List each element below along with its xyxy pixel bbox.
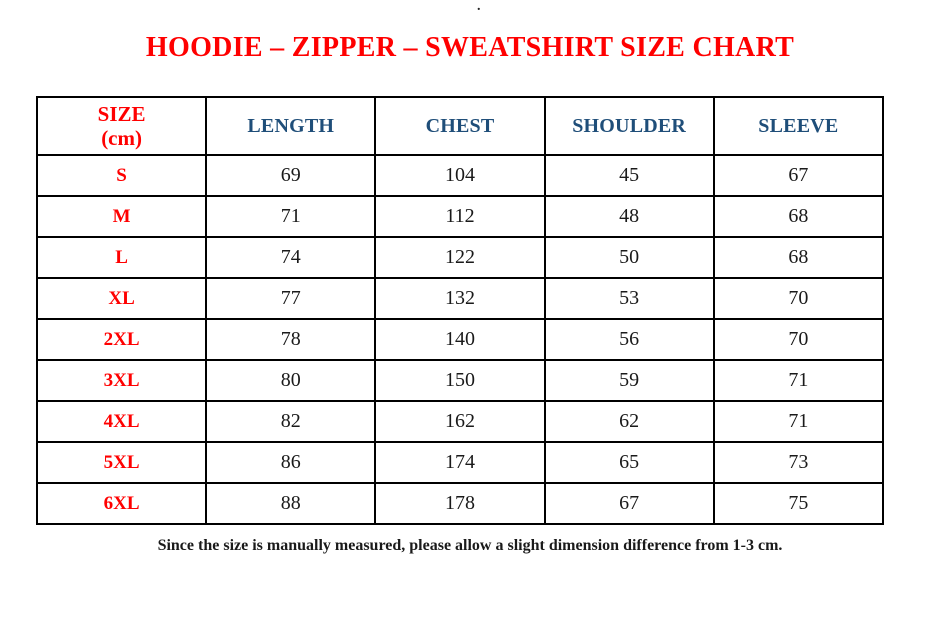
table-row: 5XL 86 174 65 73 <box>35 441 885 484</box>
measurement-value: 71 <box>712 400 885 443</box>
stray-dot: . <box>477 0 481 14</box>
measurement-value: 112 <box>374 195 546 238</box>
measurement-value: 45 <box>543 154 715 197</box>
measurement-value: 78 <box>205 318 377 361</box>
chest-column-header: CHEST <box>374 96 546 156</box>
measurement-value: 82 <box>205 400 377 443</box>
size-label: 6XL <box>35 482 208 525</box>
size-label: L <box>35 236 208 279</box>
size-column-header: SIZE (cm) <box>35 96 208 156</box>
table-row: XL 77 132 53 70 <box>35 277 885 320</box>
measurement-disclaimer: Since the size is manually measured, ple… <box>157 537 783 554</box>
page-title: HOODIE – ZIPPER – SWEATSHIRT SIZE CHART <box>145 32 795 63</box>
table-row: 2XL 78 140 56 70 <box>35 318 885 361</box>
size-chart-table: SIZE (cm) LENGTH CHEST SHOULDER SLEEVE S… <box>35 96 885 525</box>
measurement-value: 77 <box>205 277 377 320</box>
measurement-value: 150 <box>374 359 546 402</box>
table-row: S 69 104 45 67 <box>35 154 885 197</box>
measurement-value: 162 <box>374 400 546 443</box>
measurement-value: 178 <box>374 482 546 525</box>
length-column-header: LENGTH <box>205 96 377 156</box>
size-label: 4XL <box>35 400 208 443</box>
sleeve-column-header: SLEEVE <box>712 96 885 156</box>
measurement-value: 132 <box>374 277 546 320</box>
measurement-value: 88 <box>205 482 377 525</box>
measurement-value: 74 <box>205 236 377 279</box>
measurement-value: 69 <box>205 154 377 197</box>
measurement-value: 73 <box>712 441 885 484</box>
measurement-value: 48 <box>543 195 715 238</box>
table-row: 6XL 88 178 67 75 <box>35 482 885 525</box>
size-label: S <box>35 154 208 197</box>
measurement-value: 75 <box>712 482 885 525</box>
measurement-value: 140 <box>374 318 546 361</box>
size-chart-body: S 69 104 45 67 M 71 112 48 68 L 74 122 50 68 XL 77 132 53 7… <box>35 154 885 525</box>
measurement-value: 70 <box>712 277 885 320</box>
size-label: 3XL <box>35 359 208 402</box>
table-row: L 74 122 50 68 <box>35 236 885 279</box>
table-row: M 71 112 48 68 <box>35 195 885 238</box>
measurement-value: 71 <box>205 195 377 238</box>
measurement-value: 59 <box>543 359 715 402</box>
size-label: M <box>35 195 208 238</box>
measurement-value: 70 <box>712 318 885 361</box>
measurement-value: 56 <box>543 318 715 361</box>
measurement-value: 68 <box>712 236 885 279</box>
size-label: 2XL <box>35 318 208 361</box>
measurement-value: 67 <box>543 482 715 525</box>
measurement-value: 62 <box>543 400 715 443</box>
measurement-value: 67 <box>712 154 885 197</box>
measurement-value: 71 <box>712 359 885 402</box>
measurement-value: 86 <box>205 441 377 484</box>
measurement-value: 53 <box>543 277 715 320</box>
size-header-line1: SIZE <box>97 101 146 126</box>
measurement-value: 122 <box>374 236 546 279</box>
measurement-value: 50 <box>543 236 715 279</box>
size-chart-header: SIZE (cm) LENGTH CHEST SHOULDER SLEEVE <box>35 96 885 156</box>
table-row: 3XL 80 150 59 71 <box>35 359 885 402</box>
measurement-value: 80 <box>205 359 377 402</box>
shoulder-column-header: SHOULDER <box>543 96 715 156</box>
size-label: 5XL <box>35 441 208 484</box>
table-row: 4XL 82 162 62 71 <box>35 400 885 443</box>
header-row: SIZE (cm) LENGTH CHEST SHOULDER SLEEVE <box>35 96 885 156</box>
measurement-value: 174 <box>374 441 546 484</box>
measurement-value: 68 <box>712 195 885 238</box>
size-header-line2: (cm) <box>101 126 142 150</box>
measurement-value: 65 <box>543 441 715 484</box>
size-label: XL <box>35 277 208 320</box>
measurement-value: 104 <box>374 154 546 197</box>
